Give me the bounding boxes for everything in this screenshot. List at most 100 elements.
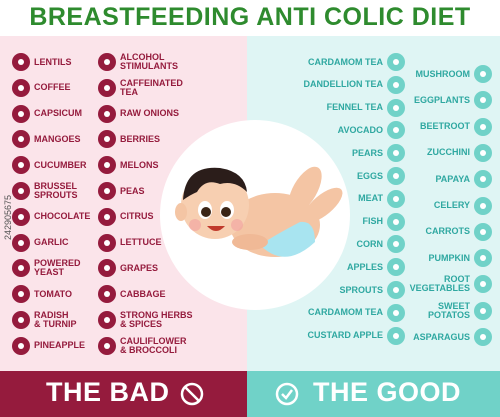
food-label: SPROUTS xyxy=(339,284,383,295)
food-label: BRUSSEL SPROUTS xyxy=(34,181,78,200)
food-label: CARDAMOM TEA xyxy=(308,56,383,67)
good-food-item: PUMPKIN xyxy=(428,249,492,268)
bad-food-item: PINEAPPLE xyxy=(12,336,86,355)
food-label: POWERED YEAST xyxy=(34,258,81,278)
bad-food-item: STRONG HERBS & SPICES xyxy=(98,311,193,329)
food-icon xyxy=(387,326,405,345)
food-icon xyxy=(474,301,492,320)
food-label: MUSHROOM xyxy=(415,68,471,79)
bad-food-item: CABBAGE xyxy=(98,285,166,304)
good-food-item: SPROUTS xyxy=(339,281,405,299)
food-icon xyxy=(12,311,30,329)
good-food-item: EGGPLANTS xyxy=(414,91,492,110)
bad-food-item: MELONS xyxy=(98,156,159,175)
food-icon xyxy=(387,53,405,71)
bad-food-item: CITRUS xyxy=(98,207,154,226)
food-icon xyxy=(98,259,116,278)
food-icon xyxy=(12,53,30,71)
food-label: COFFEE xyxy=(34,82,71,93)
food-icon xyxy=(387,75,405,94)
food-icon xyxy=(387,121,405,140)
food-icon xyxy=(474,249,492,268)
food-label: DANDELLION TEA xyxy=(303,79,384,90)
food-label: CABBAGE xyxy=(120,288,166,299)
good-food-item: CARDAMOM TEA xyxy=(308,53,405,71)
page-title: BREASTFEEDING ANTI COLIC DIET xyxy=(29,3,471,31)
good-food-item: CORN xyxy=(356,235,405,254)
food-icon xyxy=(474,91,492,110)
good-food-item: FISH xyxy=(362,212,405,231)
food-label: LETTUCE xyxy=(120,237,162,248)
food-icon xyxy=(98,78,116,97)
food-label: PINEAPPLE xyxy=(34,340,86,351)
food-icon xyxy=(387,189,405,208)
bad-food-item: TOMATO xyxy=(12,285,72,304)
food-label: APPLES xyxy=(346,261,383,272)
food-icon xyxy=(98,285,116,304)
food-icon xyxy=(12,78,30,97)
bad-food-item: COFFEE xyxy=(12,78,71,97)
food-label: LENTILS xyxy=(34,56,72,67)
watermark: 242905675 xyxy=(3,194,13,240)
bad-food-item: LETTUCE xyxy=(98,233,162,252)
bad-food-item: MANGOES xyxy=(12,130,81,149)
food-icon xyxy=(98,207,116,226)
food-label: FENNEL TEA xyxy=(326,102,383,113)
food-label: PEAS xyxy=(120,185,145,196)
bad-food-item: CAPSICUM xyxy=(12,104,82,123)
food-label: BEETROOT xyxy=(419,121,470,132)
food-icon xyxy=(387,144,405,163)
food-icon xyxy=(474,196,492,215)
food-icon xyxy=(387,167,405,185)
food-label: STRONG HERBS & SPICES xyxy=(120,310,193,329)
food-label: PAPAYA xyxy=(435,173,470,184)
bad-food-item: LENTILS xyxy=(12,53,72,71)
food-label: ROOT VEGETABLES xyxy=(409,274,470,294)
bad-food-item: CUCUMBER xyxy=(12,156,87,175)
food-label: PEARS xyxy=(351,147,383,158)
good-food-item: SWEET POTATOS xyxy=(428,301,492,320)
food-icon xyxy=(98,156,116,175)
good-food-item: EGGS xyxy=(357,167,405,185)
footer-bad-label: THE BAD xyxy=(46,377,170,407)
bad-food-item: GRAPES xyxy=(98,259,158,278)
food-label: GARLIC xyxy=(34,237,69,248)
good-food-item: ROOT VEGETABLES xyxy=(409,274,492,294)
good-food-item: PAPAYA xyxy=(435,170,492,189)
food-label: CORN xyxy=(356,238,384,249)
bad-food-item: RAW ONIONS xyxy=(98,104,180,123)
food-icon xyxy=(474,143,492,162)
food-label: CUCUMBER xyxy=(34,159,87,170)
food-label: CARDAMOM TEA xyxy=(308,307,383,318)
food-icon xyxy=(12,104,30,123)
food-icon xyxy=(12,130,30,149)
food-label: PUMPKIN xyxy=(428,252,470,263)
food-icon xyxy=(474,117,492,136)
food-label: RAW ONIONS xyxy=(120,108,180,119)
footer-good: THE GOOD xyxy=(247,371,500,417)
food-icon xyxy=(12,156,30,175)
prohibited-icon xyxy=(180,382,204,406)
food-label: MANGOES xyxy=(34,133,81,144)
food-icon xyxy=(12,182,30,200)
food-icon xyxy=(98,311,116,329)
food-label: CELERY xyxy=(433,200,470,210)
food-label: AVOCADO xyxy=(337,124,383,135)
good-food-item: MEAT xyxy=(358,189,405,208)
good-food-item: CARROTS xyxy=(425,222,492,241)
food-label: CUSTARD APPLE xyxy=(307,330,383,341)
food-label: CARROTS xyxy=(425,226,471,237)
food-icon xyxy=(98,182,116,200)
good-food-item: MUSHROOM xyxy=(415,65,492,83)
good-food-item: APPLES xyxy=(346,258,405,277)
baby-leg xyxy=(303,187,343,223)
good-food-item: DANDELLION TEA xyxy=(303,75,405,94)
good-food-item: CELERY xyxy=(433,196,492,215)
food-icon xyxy=(98,104,116,123)
food-icon xyxy=(12,259,30,278)
bad-food-item: ALCOHOL STIMULANTS xyxy=(98,53,178,71)
food-icon xyxy=(474,275,492,294)
bad-food-item: POWERED YEAST xyxy=(12,258,81,278)
good-food-item: CARDAMOM TEA xyxy=(308,303,405,322)
food-icon xyxy=(387,235,405,254)
